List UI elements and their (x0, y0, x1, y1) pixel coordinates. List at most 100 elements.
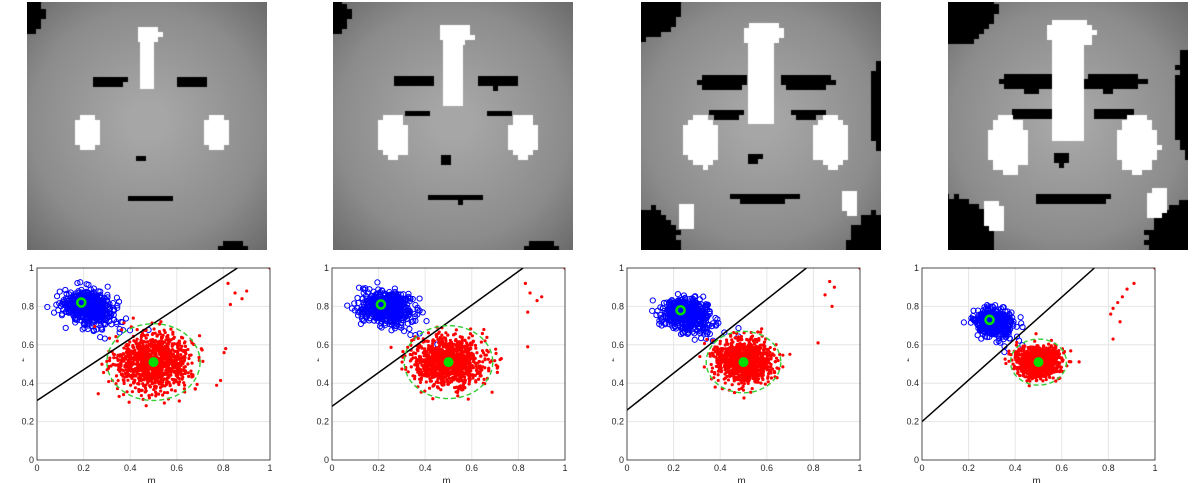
cluster-b-point (460, 363, 464, 367)
x-tick-label: 0.2 (667, 463, 680, 473)
cluster-b-point (471, 339, 475, 343)
cluster-b-point (772, 371, 777, 375)
cluster-b-point (474, 379, 478, 383)
cluster-b-point (724, 338, 729, 342)
cluster-a-point (110, 306, 117, 313)
x-tick-label: 0.6 (466, 463, 479, 473)
cluster-b-point (466, 348, 470, 352)
cluster-b-point (459, 348, 464, 352)
cluster-b-point (187, 353, 192, 357)
cluster-b-point (742, 396, 746, 400)
cluster-b-point (119, 364, 123, 368)
outlier-point (233, 291, 237, 295)
cluster-b-point (745, 346, 749, 350)
cluster-b-point (705, 337, 709, 342)
cluster-b-point (125, 390, 129, 394)
cluster-b-point (437, 330, 441, 334)
cluster-b-point (774, 356, 779, 360)
cluster-b-point (417, 354, 422, 359)
cluster-b-point (162, 401, 166, 405)
cluster-a-point (704, 328, 711, 336)
cluster-b-point (452, 386, 457, 390)
cluster-b-point (159, 382, 163, 386)
cluster-b-point (432, 339, 436, 343)
x-tick-label: 1 (857, 463, 862, 473)
cluster-b-point (152, 384, 157, 389)
cluster-b-point (160, 356, 164, 361)
cluster-b-point (186, 371, 190, 375)
cluster-b-point (454, 390, 458, 394)
cluster-b-point (155, 344, 159, 348)
cluster-a-point (419, 309, 426, 316)
cluster-a-point (682, 323, 689, 330)
y-tick-label: 0.8 (612, 301, 624, 311)
cluster-b-point (769, 362, 773, 367)
boundary-line (332, 268, 524, 407)
cluster-b-point (400, 367, 404, 371)
cluster-b-point (471, 360, 476, 364)
cluster-b-point (746, 374, 750, 378)
cluster-a-point (687, 312, 695, 319)
cluster-b-point (444, 331, 448, 335)
cluster-b-point (413, 363, 417, 367)
cluster-a-point (377, 289, 384, 296)
cluster-a-point (654, 307, 661, 315)
cluster-b-point (436, 386, 441, 390)
cluster-b-point (442, 355, 446, 359)
cluster-a-point (683, 317, 690, 324)
cluster-a-point (58, 312, 66, 319)
x-tick-label: 0.4 (714, 463, 727, 473)
cluster-b-point (736, 338, 740, 343)
cluster-b-point (483, 366, 487, 370)
cluster-b-point (128, 340, 132, 344)
cluster-b-point (711, 352, 715, 357)
x-tick-label: 0.8 (512, 463, 525, 473)
cluster-b-point (124, 350, 128, 355)
cluster-b-point (179, 370, 183, 374)
cluster-b-point (726, 368, 730, 373)
cluster-a-point (384, 316, 391, 323)
cluster-b-point (768, 345, 772, 350)
cluster-b-point (173, 354, 177, 358)
cluster-b-point (187, 374, 191, 378)
cluster-b-point (140, 331, 145, 335)
cluster-b-point (195, 382, 199, 386)
cluster-b-point (108, 356, 112, 360)
cluster-b-point (766, 365, 771, 369)
y-tick-label: 0.6 (612, 340, 624, 350)
x-tick-label: 0 (34, 463, 39, 473)
center-a-marker (75, 297, 87, 308)
cluster-b-point (406, 370, 410, 374)
cluster-b-point (179, 353, 183, 357)
cluster-b-point (93, 324, 97, 329)
cluster-b-point (423, 366, 427, 371)
cluster-a-point (407, 331, 414, 338)
cluster-b-point (418, 377, 422, 381)
cluster-b-point (124, 354, 128, 358)
cluster-b-point (781, 365, 785, 369)
cluster-b-point (467, 356, 471, 360)
cluster-a-point (674, 318, 681, 325)
cluster-a-point (99, 301, 106, 308)
cluster-b-point (114, 374, 119, 378)
cluster-b-point (483, 357, 487, 361)
cluster-a-point (696, 317, 704, 324)
cluster-b-point (747, 364, 751, 368)
cluster-b-point (177, 382, 181, 387)
cluster-b-point (434, 372, 438, 376)
cluster-b-point (128, 373, 132, 378)
cluster-b-point (146, 348, 150, 352)
cluster-b-point (159, 380, 163, 384)
cluster-b-point (713, 385, 717, 389)
cluster-a-point (714, 316, 721, 323)
cluster-b-point (426, 331, 431, 335)
cluster-b-point (415, 367, 419, 371)
cluster-b-point (741, 388, 746, 392)
cluster-b-point (753, 374, 757, 378)
cluster-b-point (440, 370, 444, 375)
cluster-b-point (451, 375, 455, 379)
cluster-b-point (739, 334, 744, 339)
cluster-b-point (432, 349, 437, 354)
cluster-b-point (150, 368, 154, 372)
cluster-b-point (457, 373, 461, 377)
